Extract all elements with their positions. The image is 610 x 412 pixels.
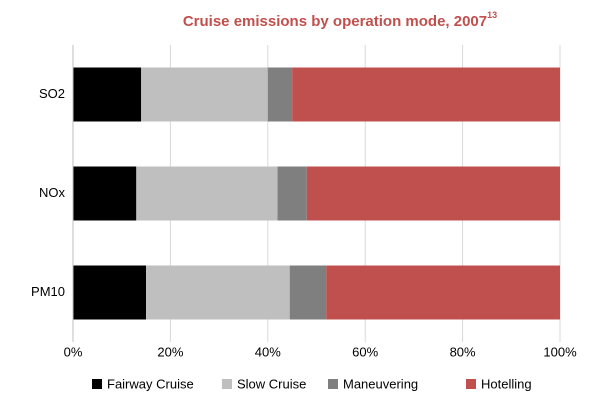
legend-label: Maneuvering bbox=[343, 376, 418, 391]
bar-segment bbox=[136, 166, 278, 221]
x-tick-label: 100% bbox=[543, 344, 577, 359]
bar-segment bbox=[277, 166, 307, 221]
legend-swatch bbox=[92, 379, 102, 389]
x-tick-label: 40% bbox=[255, 344, 281, 359]
x-tick-label: 0% bbox=[64, 344, 83, 359]
bar-segment bbox=[292, 67, 560, 122]
chart-title: Cruise emissions by operation mode, 2007 bbox=[183, 13, 487, 30]
legend-swatch bbox=[328, 379, 338, 389]
bar-segment bbox=[326, 265, 560, 320]
y-tick-label: PM10 bbox=[31, 284, 65, 299]
bar-segment bbox=[289, 265, 327, 320]
bar-segment bbox=[267, 67, 293, 122]
legend-label: Hotelling bbox=[481, 376, 532, 391]
title-superscript: 13 bbox=[487, 10, 497, 20]
x-tick-label: 80% bbox=[450, 344, 476, 359]
chart-title-group: Cruise emissions by operation mode, 2007… bbox=[183, 10, 497, 30]
bar-segment bbox=[73, 67, 142, 122]
bar-segment bbox=[146, 265, 290, 320]
bar-segment bbox=[73, 166, 137, 221]
y-tick-label: SO2 bbox=[39, 86, 65, 101]
legend-label: Slow Cruise bbox=[237, 376, 306, 391]
x-tick-label: 20% bbox=[157, 344, 183, 359]
bar-segment bbox=[306, 166, 560, 221]
x-tick-label: 60% bbox=[352, 344, 378, 359]
y-tick-label: NOx bbox=[39, 185, 66, 200]
legend-swatch bbox=[222, 379, 232, 389]
legend-label: Fairway Cruise bbox=[107, 376, 194, 391]
bar-segment bbox=[73, 265, 147, 320]
legend-swatch bbox=[466, 379, 476, 389]
bar-segment bbox=[141, 67, 268, 122]
